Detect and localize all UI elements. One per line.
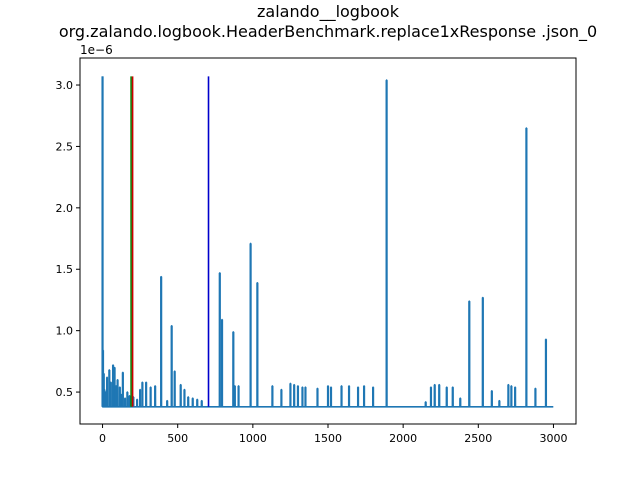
chart-title: zalando__logbook — [257, 2, 400, 22]
x-tick-label: 1000 — [239, 432, 267, 445]
x-tick-label: 0 — [99, 432, 106, 445]
x-tick-label: 2000 — [389, 432, 417, 445]
y-tick-label: 1.5 — [56, 263, 74, 276]
y-tick-label: 2.0 — [56, 202, 74, 215]
y-tick-label: 0.5 — [56, 386, 74, 399]
x-tick-label: 2500 — [464, 432, 492, 445]
chart-subtitle: org.zalando.logbook.HeaderBenchmark.repl… — [59, 22, 597, 42]
y-axis: 0.5 1.0 1.5 2.0 2.5 3.0 — [56, 79, 80, 399]
x-tick-label: 500 — [167, 432, 188, 445]
x-tick-label: 1500 — [314, 432, 342, 445]
y-tick-label: 2.5 — [56, 140, 74, 153]
y-tick-label: 1.0 — [56, 325, 74, 338]
vline-layer — [130, 76, 210, 407]
plot-area — [101, 76, 554, 408]
y-tick-label: 3.0 — [56, 79, 74, 92]
x-tick-label: 3000 — [539, 432, 567, 445]
y-offset-label: 1e−6 — [80, 43, 113, 57]
series-layer — [101, 76, 554, 408]
x-axis: 0 500 1000 1500 2000 2500 3000 — [99, 424, 567, 445]
